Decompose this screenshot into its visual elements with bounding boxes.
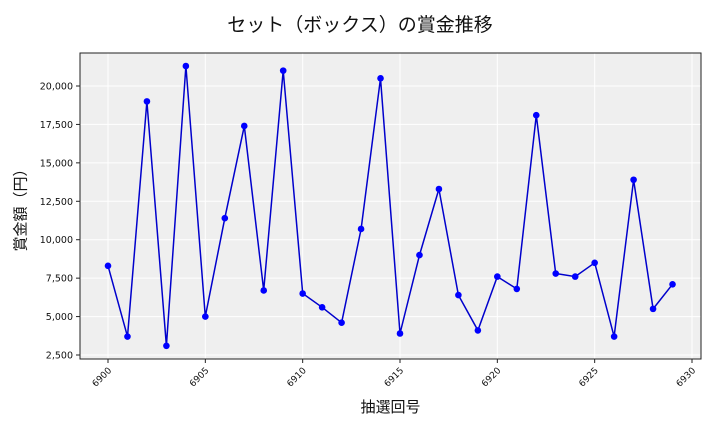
data-point (435, 185, 443, 193)
chart-title: セット（ボックス）の賞金推移 (227, 14, 493, 36)
data-point (552, 270, 560, 277)
y-tick-label: 2,500 (46, 351, 73, 362)
data-point (669, 280, 676, 288)
data-point (124, 333, 131, 340)
data-point (610, 333, 618, 340)
data-point (182, 62, 190, 70)
data-point (630, 176, 637, 184)
data-point (377, 75, 384, 82)
x-tick-label: 6920 (480, 366, 503, 389)
data-point (260, 287, 268, 294)
data-point (279, 67, 287, 74)
data-point (202, 313, 209, 320)
data-point (143, 98, 151, 105)
y-tick-label: 10,000 (40, 235, 73, 246)
data-point (455, 291, 462, 299)
y-tick-label: 15,000 (40, 158, 73, 169)
data-point (591, 259, 598, 267)
data-point (338, 319, 345, 327)
data-point (494, 273, 501, 280)
x-tick-label: 6915 (383, 366, 406, 389)
data-point (396, 330, 404, 337)
y-tick-label: 20,000 (40, 82, 73, 93)
data-point (571, 273, 579, 280)
plot-frame (79, 52, 702, 360)
data-point (104, 262, 112, 270)
data-point (357, 225, 365, 233)
data-point (532, 111, 540, 119)
data-line (107, 65, 674, 346)
y-tick-label: 5,000 (46, 312, 73, 323)
data-point (474, 327, 482, 334)
data-point (240, 122, 248, 130)
data-point (163, 342, 170, 350)
y-tick-label: 12,500 (40, 197, 73, 208)
x-tick-label: 6905 (188, 366, 211, 389)
data-point (416, 251, 423, 259)
data-point (299, 290, 306, 297)
data-point (221, 214, 229, 222)
data-point (318, 304, 326, 311)
x-tick-label: 6900 (91, 366, 114, 389)
data-point (649, 305, 657, 313)
y-tick-label: 7,500 (46, 274, 73, 285)
y-tick-label: 17,500 (40, 120, 73, 131)
x-tick-label: 6925 (578, 366, 601, 389)
x-tick-label: 6910 (286, 366, 309, 389)
x-tick-label: 6930 (675, 366, 698, 389)
data-point (513, 285, 521, 293)
x-axis-label: 抽選回号 (360, 398, 421, 416)
